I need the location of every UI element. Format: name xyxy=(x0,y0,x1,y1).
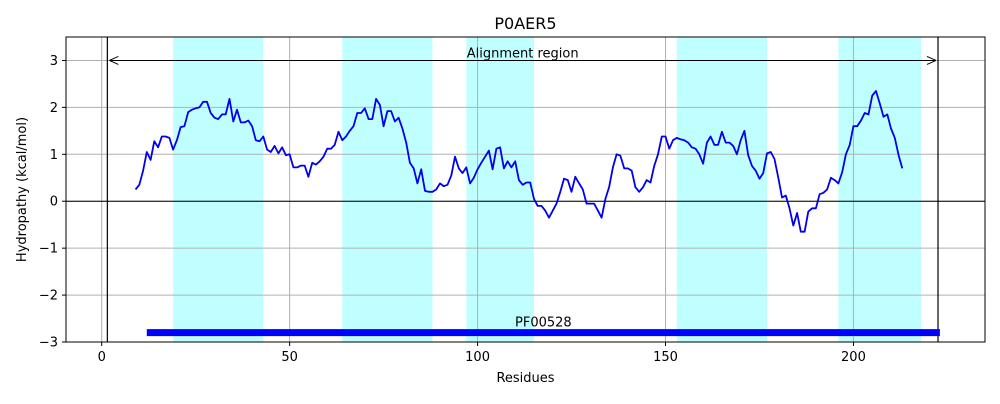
highlight-span-5 xyxy=(838,37,922,342)
x-axis-label: Residues xyxy=(496,371,554,386)
y-tick-label: −3 xyxy=(39,336,58,351)
x-tick-label: 150 xyxy=(653,350,678,365)
alignment-arrow-right-head xyxy=(926,56,937,65)
domain-bar xyxy=(146,329,940,337)
hydropathy-series-line xyxy=(134,90,904,233)
alignment-arrow-left-head xyxy=(109,56,119,65)
highlight-span-3 xyxy=(466,37,534,342)
plot-frame xyxy=(65,36,986,343)
highlight-span-1 xyxy=(173,37,264,342)
highlight-span-2 xyxy=(342,37,433,342)
x-tick-label: 200 xyxy=(841,350,866,365)
alignment-region-label: Alignment region xyxy=(467,46,579,61)
y-tick-label: −2 xyxy=(39,289,58,304)
series-layer xyxy=(134,90,904,233)
chart-title: P0AER5 xyxy=(494,14,556,33)
x-tick-label: 100 xyxy=(465,350,490,365)
y-tick-label: 2 xyxy=(50,101,58,116)
annotation-layer: Alignment region PF00528 xyxy=(106,37,940,342)
domain-label: PF00528 xyxy=(515,316,572,331)
y-tick-label: 0 xyxy=(50,195,58,210)
y-axis-label: Hydropathy (kcal/mol) xyxy=(15,117,30,262)
tick-layer: 0 50 100 150 200 −3 −2 −1 0 1 2 3 xyxy=(39,54,866,365)
y-tick-label: 3 xyxy=(50,54,58,69)
y-tick-label: 1 xyxy=(50,148,58,163)
highlight-spans xyxy=(173,37,922,342)
x-tick-label: 50 xyxy=(281,350,298,365)
x-tick-label: 0 xyxy=(98,350,106,365)
y-tick-label: −1 xyxy=(39,242,58,257)
highlight-span-4 xyxy=(676,37,767,342)
